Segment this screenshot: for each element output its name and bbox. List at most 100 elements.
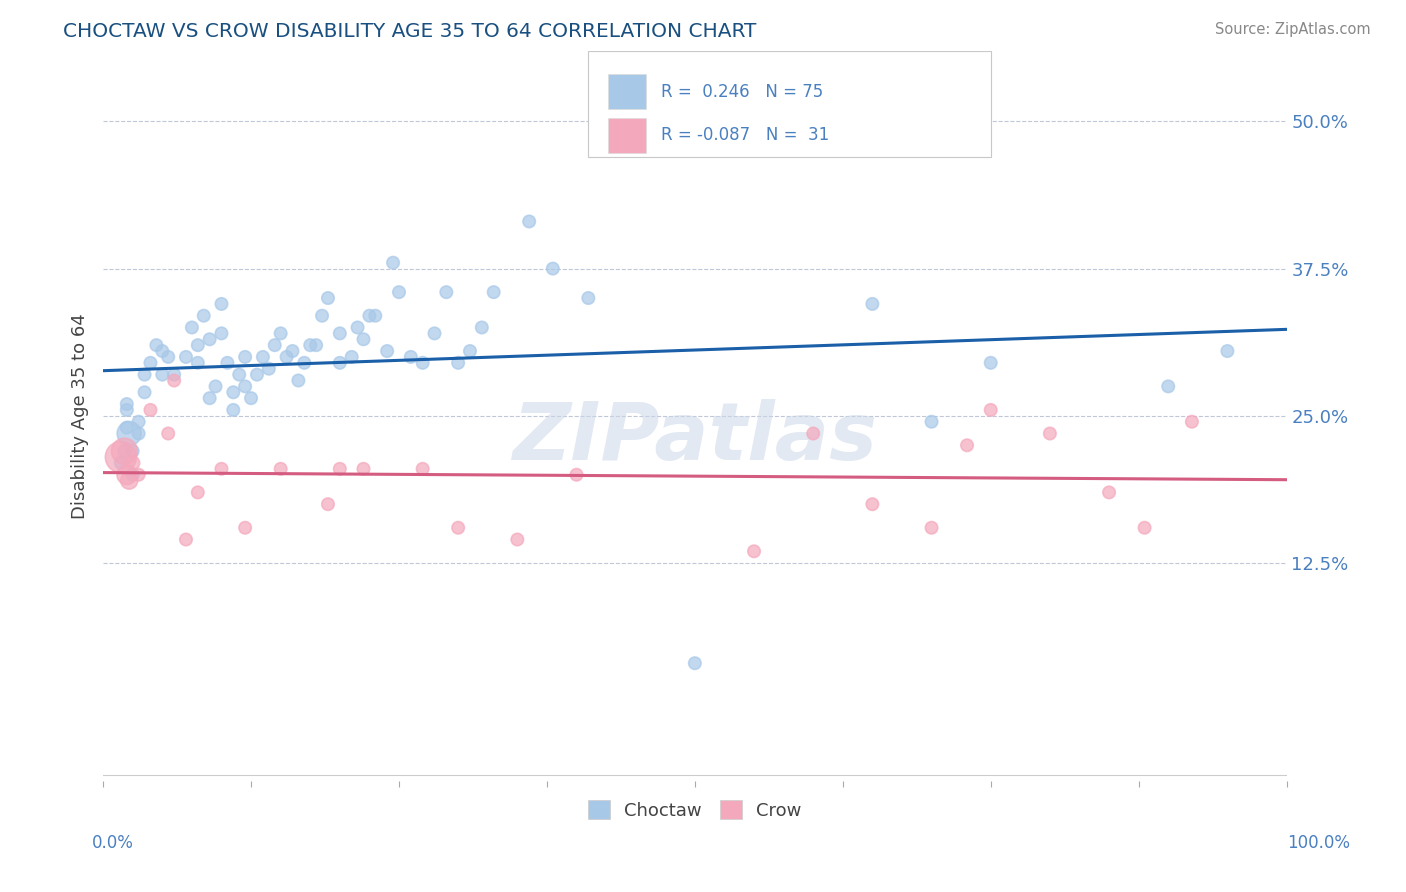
Point (565, 467, 588, 482)
Point (145, 338, 167, 352)
Point (115, 397, 138, 411)
Point (388, 285, 411, 300)
Point (921, 415, 943, 429)
Point (305, 338, 328, 352)
Point (134, 368, 156, 382)
Point (1039, 426, 1062, 441)
Point (115, 403, 138, 417)
Point (921, 521, 943, 535)
FancyBboxPatch shape (588, 51, 991, 157)
Point (423, 326, 446, 341)
Point (157, 350, 180, 364)
Point (447, 521, 470, 535)
Point (340, 350, 363, 364)
Point (217, 356, 239, 370)
Point (458, 344, 481, 359)
Bar (609, 74, 647, 110)
Point (163, 368, 186, 382)
Point (281, 344, 304, 359)
Point (121, 444, 143, 458)
Point (292, 356, 315, 370)
Bar (609, 118, 647, 153)
Point (246, 368, 269, 382)
Point (180, 320, 202, 334)
Point (447, 356, 470, 370)
Point (263, 338, 285, 352)
Point (139, 403, 162, 417)
Point (128, 426, 150, 441)
Point (222, 385, 245, 400)
Point (114, 444, 136, 458)
Point (742, 544, 765, 558)
Point (240, 391, 263, 405)
Point (434, 285, 457, 300)
Point (134, 385, 156, 400)
Point (204, 379, 226, 393)
Point (287, 374, 309, 388)
Point (471, 320, 494, 334)
Legend: Choctaw, Crow: Choctaw, Crow (581, 793, 808, 827)
Point (412, 356, 434, 370)
Point (121, 456, 143, 470)
Text: Source: ZipAtlas.com: Source: ZipAtlas.com (1215, 22, 1371, 37)
Point (115, 420, 138, 434)
Point (270, 462, 292, 476)
Point (257, 361, 280, 376)
Text: ZIPatlas: ZIPatlas (512, 399, 877, 476)
Point (576, 291, 599, 305)
Point (198, 391, 221, 405)
Point (353, 332, 375, 346)
Text: R =  0.246   N = 75: R = 0.246 N = 75 (661, 83, 823, 101)
Point (1216, 344, 1239, 359)
Point (329, 356, 352, 370)
Point (163, 374, 186, 388)
Point (353, 462, 375, 476)
Point (956, 438, 979, 452)
Point (193, 309, 215, 323)
Point (118, 474, 141, 488)
Point (222, 403, 245, 417)
Point (150, 368, 173, 382)
Point (980, 356, 1002, 370)
Point (364, 309, 387, 323)
Point (211, 326, 233, 341)
Point (316, 497, 339, 511)
Point (506, 533, 529, 547)
Point (860, 297, 883, 311)
Point (482, 285, 505, 300)
Point (382, 256, 405, 270)
Point (187, 356, 209, 370)
Point (860, 497, 883, 511)
Point (174, 350, 197, 364)
Point (299, 338, 322, 352)
Text: 0.0%: 0.0% (91, 834, 134, 852)
Point (329, 462, 352, 476)
Point (683, 657, 706, 671)
Point (375, 344, 398, 359)
Y-axis label: Disability Age 35 to 64: Disability Age 35 to 64 (72, 313, 89, 519)
Point (139, 356, 162, 370)
Point (110, 456, 132, 470)
Point (228, 368, 250, 382)
Point (211, 297, 233, 311)
Point (233, 379, 256, 393)
Point (128, 415, 150, 429)
Point (517, 214, 540, 228)
Point (541, 261, 564, 276)
Point (157, 426, 180, 441)
Point (359, 309, 381, 323)
Point (1098, 485, 1121, 500)
Text: CHOCTAW VS CROW DISABILITY AGE 35 TO 64 CORRELATION CHART: CHOCTAW VS CROW DISABILITY AGE 35 TO 64 … (63, 22, 756, 41)
Point (399, 350, 422, 364)
Point (412, 462, 434, 476)
Point (1133, 521, 1156, 535)
Point (115, 467, 138, 482)
Point (121, 467, 143, 482)
Point (150, 344, 173, 359)
Point (270, 326, 292, 341)
Point (801, 426, 824, 441)
Point (346, 320, 368, 334)
Text: R = -0.087   N =  31: R = -0.087 N = 31 (661, 126, 828, 145)
Point (187, 338, 209, 352)
Point (1157, 379, 1180, 393)
